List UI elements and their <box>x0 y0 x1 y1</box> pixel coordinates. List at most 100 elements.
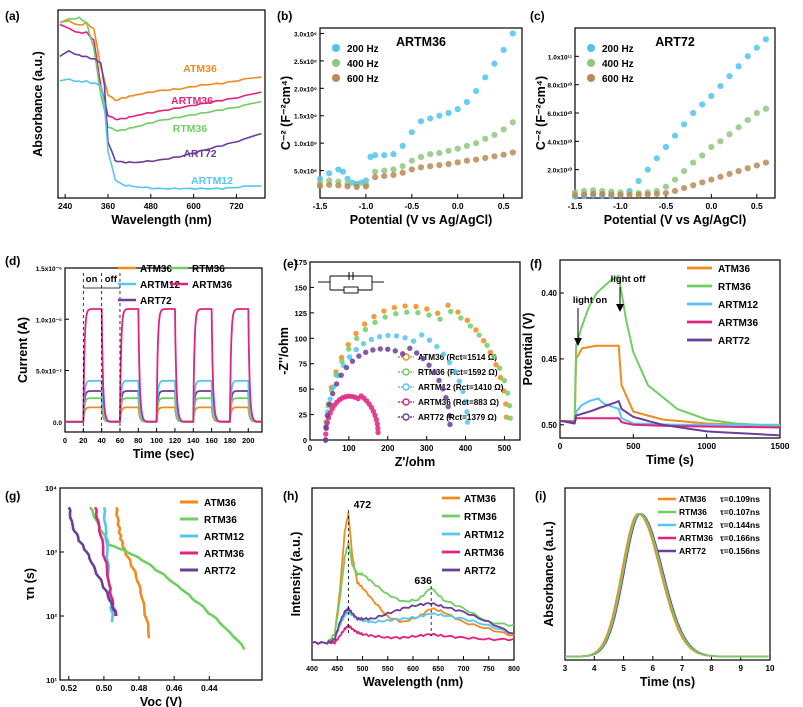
panel-i-legend-tau: τ=0.109ns <box>720 494 760 504</box>
panel-i-legend-label: ARTM12 <box>679 520 713 530</box>
panel-c-data-point <box>699 152 706 159</box>
panel-b-data-point <box>491 153 498 160</box>
panel-e-data-point <box>399 351 406 357</box>
panel-e-data-point <box>323 424 329 431</box>
panel-d-legend-label: ATM36 <box>140 264 172 275</box>
panel-c-xlabel: Potential (V vs Ag/AgCl) <box>604 213 747 227</box>
panel-b-xtick-label: 0.0 <box>452 201 464 211</box>
panel-h-xtick-label: 650 <box>432 666 444 673</box>
panel-e-data-point <box>464 409 470 415</box>
panel-f-xlabel: Time (s) <box>646 453 694 467</box>
panel-h-series-line-rtm36 <box>311 541 515 645</box>
panel-e-data-point <box>385 332 391 339</box>
panel-g-xtick-label: 0.48 <box>131 683 148 693</box>
panel-b-data-point <box>491 131 498 139</box>
panel-e-data-point <box>322 437 329 443</box>
panel-b-xlabel: Potential (V vs Ag/AgCl) <box>350 213 493 227</box>
panel-b-data-point <box>454 145 461 152</box>
panel-b-data-point <box>326 181 333 188</box>
panel-c-data-point <box>571 192 579 199</box>
panel-e-ytick-label: 50 <box>299 385 307 394</box>
panel-c-data-point <box>735 124 742 131</box>
panel-e-data-point <box>506 403 513 409</box>
panel-d-series-line-atm36 <box>64 406 263 423</box>
panel-b-legend-label: 400 Hz <box>347 59 379 70</box>
panel-f-axes-frame <box>559 259 781 439</box>
panel-h-xtick-label: 600 <box>407 666 419 673</box>
panel-b-data-point <box>482 74 489 81</box>
panel-c-ytick-label: 2.0x10¹⁰ <box>547 167 572 175</box>
panel-e-data-point <box>327 396 333 402</box>
panel-b-data-point <box>500 126 507 133</box>
panel-e-ytick-label: 75 <box>299 360 307 369</box>
panel-c-data-point <box>762 36 770 43</box>
panel-c-data-point <box>717 173 724 180</box>
panel-e-data-point <box>440 386 446 392</box>
panel-f-legend-label: RTM36 <box>718 282 751 293</box>
panel-c-data-point <box>762 159 770 166</box>
panel-e-data-point <box>346 346 352 352</box>
panel-c-data-point <box>662 189 670 197</box>
panel-e-data-point <box>370 408 377 415</box>
panel-c-legend-marker <box>587 74 595 82</box>
panel-c-data-point <box>753 109 760 117</box>
panel-b-xtick-label: -1.0 <box>359 201 374 211</box>
panel-i-legend-label: RTM36 <box>679 507 707 517</box>
panel-f-xtick-label: 1500 <box>771 441 790 451</box>
panel-b-data-point <box>491 60 498 67</box>
panel-e-data-point <box>420 355 426 362</box>
panel-g-label: (g) <box>5 489 20 503</box>
panel-b-data-point <box>381 152 388 159</box>
panel-b-data-point <box>417 153 425 160</box>
panel-d-ytick-label: 0.0 <box>53 420 62 427</box>
panel-i-xlabel: Time (ns) <box>640 675 695 689</box>
panel-b-data-point <box>463 98 471 106</box>
panel-d-xtick-label: 120 <box>169 436 182 445</box>
panel-h-label: (h) <box>283 489 298 503</box>
panel-i-series-line-rtm36 <box>565 513 769 658</box>
panel-e-data-point <box>491 353 497 360</box>
panel-e-data-point <box>473 327 479 333</box>
panel-a-series-line-atm36 <box>59 19 262 102</box>
panel-b-data-point <box>390 151 397 158</box>
panel-c-xtick-label: 0.0 <box>705 201 717 211</box>
panel-b-data-point <box>344 175 351 182</box>
panel-g-legend-label: RTM36 <box>204 515 237 526</box>
panel-e-data-point <box>415 310 421 316</box>
panel-d-off-label: off <box>105 274 118 285</box>
panel-i-xtick-label: 10 <box>766 664 775 673</box>
panel-b-data-point <box>371 152 379 159</box>
panel-b-data-point <box>463 157 471 164</box>
panel-b-xtick-label: 0.5 <box>498 201 510 211</box>
panel-g-xtick-label: 0.46 <box>166 683 183 693</box>
panel-c-ytick-label: 8.0x10¹⁰ <box>547 82 572 90</box>
panel-e-xtick-label: 200 <box>381 444 395 453</box>
panel-i-ylabel: Absorbance (a.u.) <box>542 521 556 627</box>
panel-b-data-point <box>472 156 480 163</box>
panel-e-data-point <box>360 341 367 347</box>
panel-e-data-point <box>402 303 408 309</box>
panel-g-series-line-art72 <box>67 506 118 617</box>
panel-b-data-point <box>482 135 489 142</box>
panel-e-data-point <box>376 333 383 340</box>
panel-c-xtick-label: -1.0 <box>613 201 628 211</box>
panel-d-series-line-art72 <box>64 390 263 423</box>
panel-f-legend-label: ATM36 <box>718 264 750 275</box>
panel-e-data-point <box>501 377 507 384</box>
panel-e-ylabel: -Z''/ohm <box>277 327 291 375</box>
panel-f-ytick-label: 0.50 <box>541 421 557 430</box>
panel-f-light-on-label: light on <box>573 295 607 306</box>
panel-e-data-point <box>324 412 331 419</box>
panel-e-data-point <box>447 421 453 428</box>
panel-e-data-point <box>362 326 369 333</box>
panel-e-data-point <box>493 362 499 368</box>
panel-d-xtick-label: 80 <box>134 436 142 445</box>
panel-b-data-point <box>509 30 516 37</box>
panel-e-legend-marker <box>402 398 410 406</box>
panel-c-data-point <box>671 176 679 183</box>
panel-c-data-point <box>653 155 660 162</box>
panel-e-label: (e) <box>283 257 298 271</box>
panel-b-ytick-label: 3.0x10⁹ <box>294 31 317 38</box>
panel-e-data-point <box>372 319 378 326</box>
panel-b-data-point <box>326 170 333 177</box>
